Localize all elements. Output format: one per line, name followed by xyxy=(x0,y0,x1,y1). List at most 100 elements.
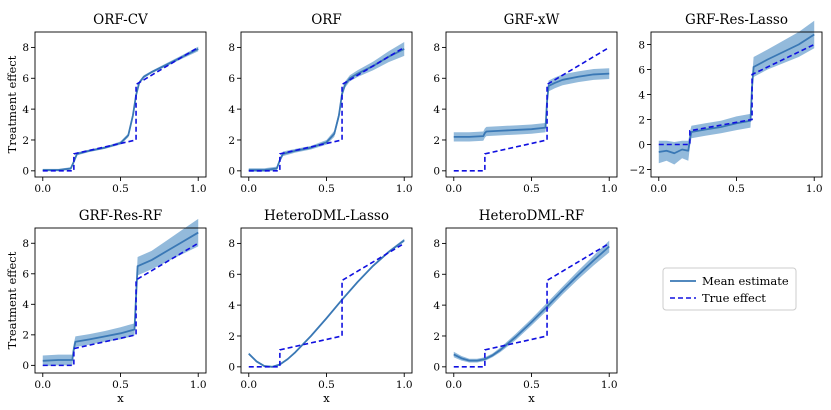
legend-box xyxy=(662,267,797,311)
y-tick-label: 0 xyxy=(22,360,29,372)
x-tick-label: 0.5 xyxy=(523,379,540,391)
axes-frame xyxy=(34,31,207,178)
x-tick-label: 0.5 xyxy=(318,379,335,391)
y-tick-label: 8 xyxy=(228,42,235,54)
subplot-3: 0.0 0.5 1.0 −2 0 2 4 6 8 GRF-Res-Lasso xyxy=(630,12,823,195)
y-tick-label: 2 xyxy=(638,114,645,126)
true-effect-line xyxy=(453,242,610,368)
subplot-0: 0.0 0.5 1.0 0 2 4 6 8 ORF-CV Treatment effect xyxy=(5,12,207,195)
y-tick-label: 6 xyxy=(433,269,440,281)
y-tick-label: 2 xyxy=(433,135,440,147)
x-axis-label: x xyxy=(323,391,330,405)
x-tick-label: 1.0 xyxy=(190,379,207,391)
subplot-title: GRF-xW xyxy=(504,12,560,28)
subplot-title: HeteroDML-Lasso xyxy=(264,208,389,224)
mean-estimate-line xyxy=(248,239,405,368)
confidence-band xyxy=(248,42,405,172)
mean-estimate-line xyxy=(453,72,610,138)
x-tick-label: 1.0 xyxy=(190,183,207,195)
y-tick-label: 2 xyxy=(228,135,235,147)
x-tick-label: 0.5 xyxy=(523,183,540,195)
mean-estimate-line xyxy=(248,48,405,171)
legend-true-label: True effect xyxy=(702,291,766,305)
x-tick-label: 0.5 xyxy=(318,183,335,195)
y-tick-label: 2 xyxy=(22,330,29,342)
y-tick-label: 8 xyxy=(638,39,645,51)
x-tick-label: 0.0 xyxy=(34,183,51,195)
x-tick-label: 1.0 xyxy=(396,379,413,391)
mean-estimate-line xyxy=(453,245,610,362)
y-tick-label: 6 xyxy=(433,73,440,85)
mean-estimate-line xyxy=(42,48,199,171)
y-tick-label: 4 xyxy=(22,299,29,311)
x-tick-label: 0.5 xyxy=(728,183,745,195)
y-tick-label: 6 xyxy=(22,269,29,281)
y-axis-label: Treatment effect xyxy=(5,251,19,349)
y-tick-label: 0 xyxy=(433,166,440,178)
x-axis-label: x xyxy=(528,391,535,405)
y-tick-label: 4 xyxy=(433,300,440,312)
y-tick-label: 8 xyxy=(22,238,29,250)
y-tick-label: 6 xyxy=(228,269,235,281)
y-tick-label: 4 xyxy=(228,104,235,116)
confidence-band xyxy=(453,240,610,363)
y-tick-label: 2 xyxy=(433,331,440,343)
confidence-band xyxy=(42,46,199,172)
y-tick-label: 2 xyxy=(228,331,235,343)
y-tick-label: 0 xyxy=(638,139,645,151)
x-axis-label: x xyxy=(117,391,124,405)
x-tick-label: 1.0 xyxy=(396,183,413,195)
x-tick-label: 0.5 xyxy=(112,183,129,195)
confidence-band xyxy=(658,20,815,165)
x-tick-label: 0.0 xyxy=(240,183,257,195)
y-tick-label: 2 xyxy=(22,135,29,147)
subplot-2: 0.0 0.5 1.0 0 2 4 6 8 GRF-xW xyxy=(433,12,617,195)
y-tick-label: 8 xyxy=(228,238,235,250)
legend: Mean estimate True effect xyxy=(662,267,797,311)
true-effect-line xyxy=(42,242,199,367)
y-tick-label: 8 xyxy=(433,42,440,54)
y-tick-label: 0 xyxy=(433,362,440,374)
subplot-title: GRF-Res-RF xyxy=(79,208,162,224)
legend-mean-label: Mean estimate xyxy=(702,274,789,288)
y-tick-label: 4 xyxy=(22,104,29,116)
y-tick-label: 4 xyxy=(433,104,440,116)
subplot-title: ORF-CV xyxy=(93,12,148,28)
mean-estimate-line xyxy=(42,231,199,362)
axes-frame xyxy=(445,31,618,178)
x-tick-label: 1.0 xyxy=(806,183,823,195)
true-effect-line xyxy=(248,46,405,172)
y-tick-label: 4 xyxy=(638,89,645,101)
axes-frame xyxy=(445,227,618,374)
subplot-6: 0.0 0.5 1.0 0 2 4 6 8 HeteroDML-RF x xyxy=(433,208,617,405)
x-tick-label: 0.0 xyxy=(445,379,462,391)
true-effect-line xyxy=(42,46,199,172)
y-tick-label: 0 xyxy=(228,166,235,178)
y-tick-label: 0 xyxy=(228,362,235,374)
true-effect-line xyxy=(248,242,405,368)
true-effect-line xyxy=(453,46,610,172)
x-tick-label: 0.0 xyxy=(445,183,462,195)
axes-frame xyxy=(240,227,413,374)
y-tick-label: 8 xyxy=(22,42,29,54)
y-axis-label: Treatment effect xyxy=(5,55,19,153)
subplot-4: 0.0 0.5 1.0 0 2 4 6 8 GRF-Res-RF x Treatment effec… xyxy=(5,208,207,405)
x-tick-label: 0.0 xyxy=(650,183,667,195)
y-tick-label: 6 xyxy=(22,73,29,85)
x-tick-label: 0.0 xyxy=(34,379,51,391)
y-tick-label: 4 xyxy=(228,300,235,312)
y-tick-label: −2 xyxy=(630,164,645,176)
subplot-1: 0.0 0.5 1.0 0 2 4 6 8 ORF xyxy=(228,12,412,195)
subplot-title: ORF xyxy=(311,12,342,28)
confidence-band xyxy=(453,68,610,142)
subplot-title: GRF-Res-Lasso xyxy=(685,12,788,28)
y-tick-label: 6 xyxy=(228,73,235,85)
x-tick-label: 1.0 xyxy=(601,183,618,195)
confidence-band xyxy=(42,218,199,367)
mean-estimate-line xyxy=(658,33,815,155)
subplot-5: 0.0 0.5 1.0 0 2 4 6 8 HeteroDML-Lasso x xyxy=(228,208,412,405)
y-tick-label: 6 xyxy=(638,64,645,76)
x-tick-label: 0.5 xyxy=(112,379,129,391)
